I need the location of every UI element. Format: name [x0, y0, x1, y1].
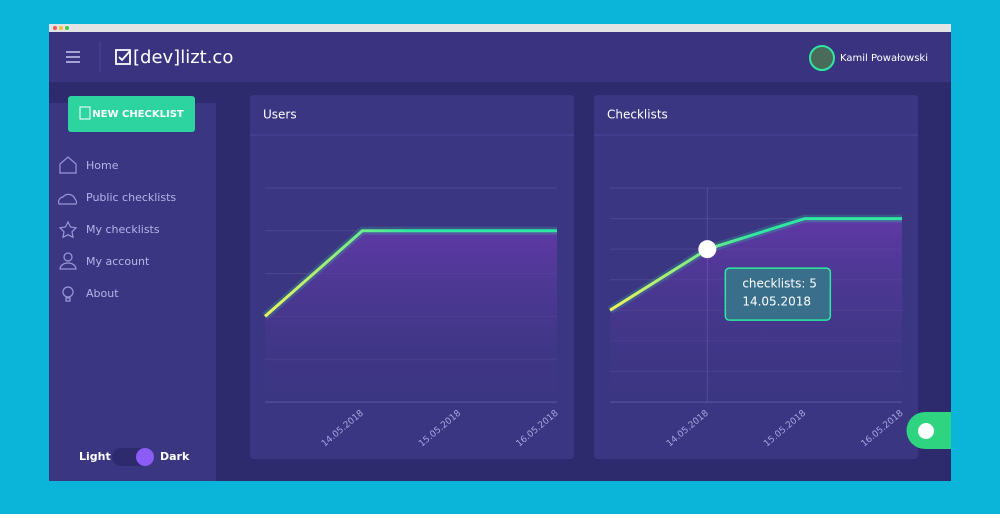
menu-item[interactable]: Public checklists — [86, 191, 176, 204]
toggle-knob[interactable] — [136, 448, 154, 466]
line — [609, 217, 902, 312]
title-bar — [49, 24, 951, 32]
theme-dark[interactable]: Dark — [160, 450, 190, 463]
button-icon — [79, 106, 91, 120]
logo-icon — [115, 49, 131, 65]
header — [49, 32, 951, 82]
hover-point[interactable] — [698, 240, 717, 259]
button-label[interactable]: NEW CHECKLIST — [92, 109, 184, 120]
tooltip-label: checklists: 5 — [742, 277, 817, 291]
theme-light[interactable]: Light — [79, 450, 111, 463]
menu-icons — [57, 156, 78, 302]
card-title: Users — [263, 108, 297, 122]
tooltip-date: 14.05.2018 — [742, 295, 811, 309]
card-title: Checklists — [607, 108, 668, 122]
menu-item[interactable]: Home — [86, 159, 119, 172]
tooltip — [724, 267, 832, 321]
menu-icon[interactable] — [66, 51, 80, 63]
logo[interactable]: [dev]lizt.co — [133, 47, 233, 68]
menu-item[interactable]: About — [86, 287, 119, 300]
avatar[interactable] — [809, 45, 835, 71]
dot — [65, 26, 69, 30]
dot — [53, 26, 57, 30]
bot-face — [918, 423, 934, 439]
area — [265, 230, 557, 402]
new-checklist-button[interactable] — [68, 96, 195, 132]
menu-item[interactable]: My account — [86, 255, 150, 268]
user-name[interactable]: Kamil Powałowski — [840, 53, 928, 64]
menu-item[interactable]: My checklists — [86, 223, 160, 236]
line — [264, 229, 557, 318]
dot — [59, 26, 63, 30]
sidebar — [49, 103, 216, 481]
